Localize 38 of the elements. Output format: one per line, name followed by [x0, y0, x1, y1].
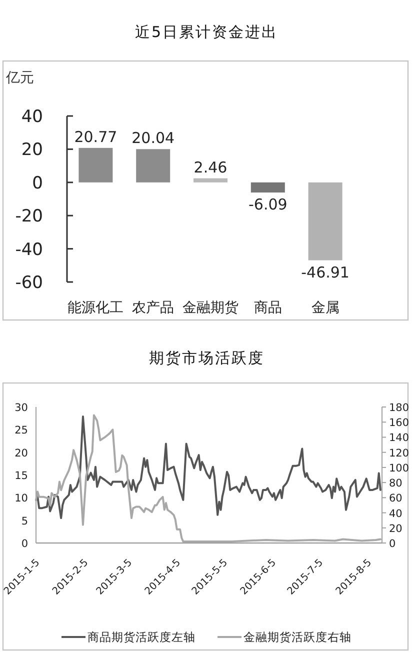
y-tick-label: 15 [14, 470, 28, 482]
legend-label: 金融期货活跃度右轴 [244, 630, 352, 644]
y2-tick-label: 80 [389, 478, 402, 490]
y2-tick-label: 180 [389, 402, 410, 414]
x-tick-label: 金属 [311, 300, 340, 316]
data-label: 20.04 [132, 129, 175, 148]
y2-tick-label: 120 [389, 447, 410, 460]
y2-tick-label: 140 [389, 432, 410, 444]
y2-tick-label: 100 [389, 462, 410, 474]
y-tick-label: 20 [14, 447, 28, 460]
title: 期货市场活跃度 [148, 349, 264, 367]
y-tick-label: 0 [32, 173, 43, 194]
y2-tick-label: 0 [389, 538, 396, 550]
y-axis-title: 亿元 [6, 70, 34, 86]
data-label: 20.77 [74, 128, 118, 146]
y2-tick-label: 60 [389, 492, 402, 505]
x-tick-label: 农产品 [132, 300, 174, 316]
y2-tick-label: 20 [389, 522, 402, 535]
y-tick-label: 0 [21, 538, 28, 550]
y-tick-label: -40 [15, 240, 43, 260]
y-tick-label: 20 [21, 140, 43, 160]
y-tick-label: 10 [14, 492, 28, 505]
x-tick-label: 金融期货 [182, 300, 238, 316]
y2-tick-label: 40 [389, 508, 402, 520]
y-tick-label: 30 [14, 402, 28, 414]
y-tick-label: 25 [14, 424, 28, 437]
legend-label: 商品期货活跃度左轴 [88, 630, 196, 644]
y-tick-label: 5 [21, 515, 28, 528]
title: 近5日累计资金进出 [134, 23, 278, 41]
y-tick-label: -60 [15, 273, 43, 293]
x-tick-label: 能源化工 [68, 300, 124, 316]
y-tick-label: -20 [15, 206, 43, 227]
data-label: -6.09 [248, 196, 288, 214]
y-tick-label: 40 [21, 107, 43, 127]
data-label: -46.91 [301, 263, 350, 282]
y2-tick-label: 160 [389, 417, 410, 430]
data-label: 2.46 [194, 158, 228, 176]
x-tick-label: 商品 [254, 300, 282, 316]
